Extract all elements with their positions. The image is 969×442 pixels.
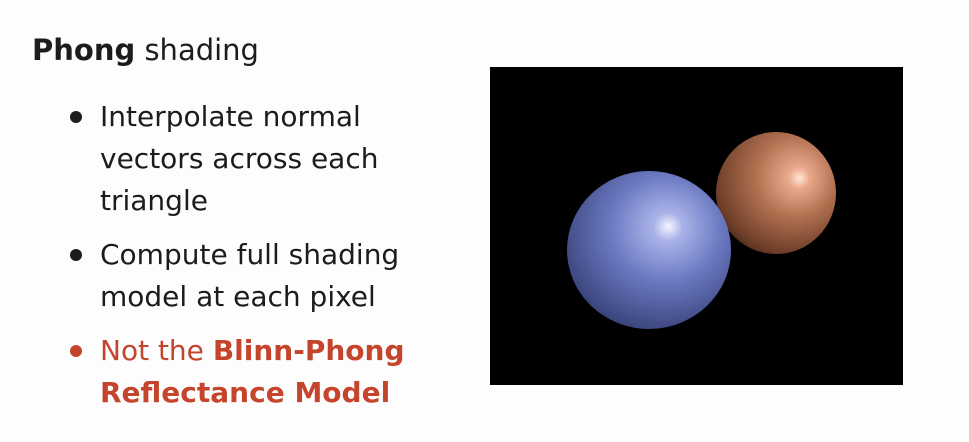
note-bold-line1: Blinn-Phong xyxy=(212,334,405,367)
note-prefix: Not the xyxy=(100,334,213,367)
bullet-list: Interpolate normal vectors across each t… xyxy=(66,96,466,426)
slide-title: Phong shading xyxy=(32,30,259,70)
orange-sphere xyxy=(716,132,836,254)
bullet-dot-icon xyxy=(70,345,82,357)
bullet-note: Not the Blinn-Phong Reflectance Model xyxy=(66,330,466,414)
title-bold: Phong xyxy=(32,33,136,67)
render-canvas xyxy=(490,67,903,385)
bullet-line: model at each pixel xyxy=(100,280,376,313)
bullet-dot-icon xyxy=(70,249,82,261)
title-rest: shading xyxy=(135,33,259,67)
bullet-line: vectors across each xyxy=(100,142,379,175)
bullet-line: triangle xyxy=(100,184,208,217)
note-bold-line2: Reflectance Model xyxy=(100,376,391,409)
bullet-line: Interpolate normal xyxy=(100,100,361,133)
bullet-dot-icon xyxy=(70,111,82,123)
phong-render-image xyxy=(490,67,903,385)
bullet-compute-shading: Compute full shading model at each pixel xyxy=(66,234,466,318)
blue-sphere xyxy=(567,171,731,329)
bullet-line: Compute full shading xyxy=(100,238,400,271)
bullet-interpolate-normals: Interpolate normal vectors across each t… xyxy=(66,96,466,222)
